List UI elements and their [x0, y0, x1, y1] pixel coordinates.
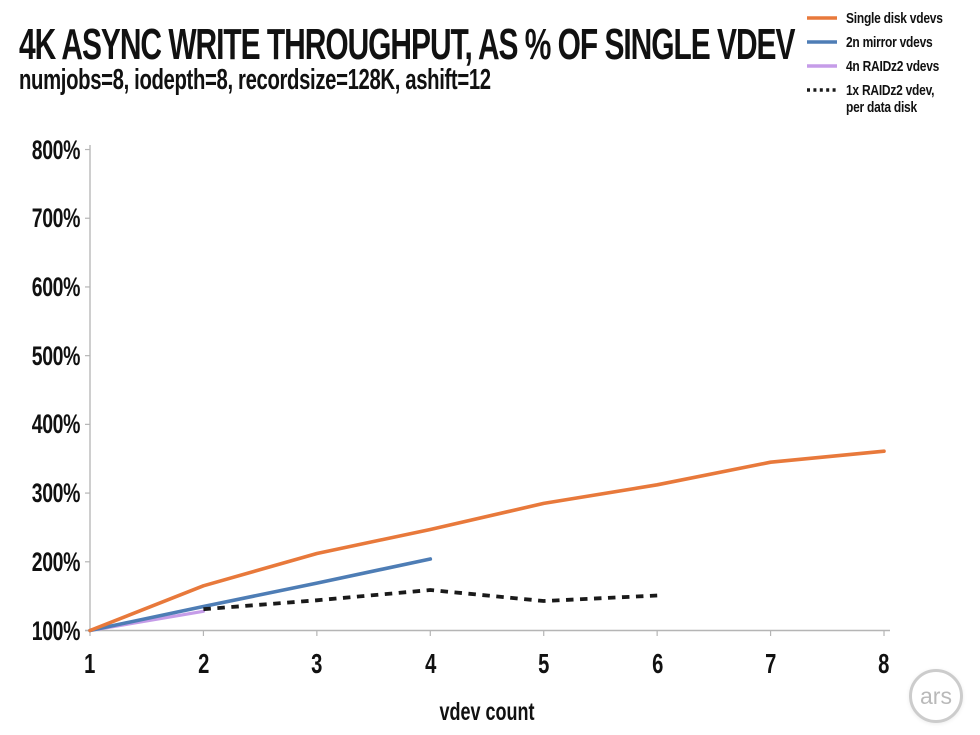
y-tick-label: 200%	[0, 546, 81, 578]
legend-line-icon	[807, 64, 837, 68]
legend-item: 4n RAIDz2 vdevs	[806, 58, 978, 75]
x-tick-label: 6	[627, 648, 687, 680]
chart-title: 4K ASYNC WRITE THROUGHPUT, AS % OF SINGL…	[19, 20, 980, 70]
x-tick-label: 7	[741, 648, 801, 680]
x-tick-label: 2	[173, 648, 233, 680]
chart-subtitle-text: numjobs=8, iodepth=8, recordsize=128K, a…	[19, 64, 491, 96]
y-tick-label-text: 300%	[31, 478, 81, 509]
y-tick-label-text: 600%	[31, 271, 81, 302]
x-tick-label-text: 1	[84, 648, 96, 679]
legend-label: Single disk vdevs	[846, 10, 967, 27]
ars-logo: ars	[909, 669, 963, 723]
x-tick-label: 1	[60, 648, 120, 680]
x-tick-label: 3	[287, 648, 347, 680]
legend-item: 1x RAIDz2 vdev, per data disk	[806, 82, 978, 116]
y-tick-label: 600%	[0, 271, 81, 303]
x-tick-label-text: 8	[878, 648, 890, 679]
y-tick-label-text: 100%	[31, 615, 81, 646]
y-tick-label: 100%	[0, 615, 81, 647]
series-line-single-disk-vdevs	[88, 449, 886, 633]
y-tick-label: 800%	[0, 134, 81, 166]
ars-logo-text: ars	[920, 682, 952, 709]
legend-item: 2n mirror vdevs	[806, 34, 978, 51]
x-tick-label-text: 7	[765, 648, 776, 679]
chart-title-text: 4K ASYNC WRITE THROUGHPUT, AS % OF SINGL…	[19, 20, 795, 69]
y-tick-label-text: 500%	[31, 340, 81, 371]
legend-label: 4n RAIDz2 vdevs	[846, 58, 962, 75]
y-tick-label: 300%	[0, 478, 81, 509]
legend-label: 2n mirror vdevs	[846, 34, 954, 51]
x-axis-title-text: vdev count	[439, 698, 535, 726]
x-axis-title: vdev count	[357, 698, 617, 727]
legend-label-text: Single disk vdevs	[846, 10, 943, 27]
y-tick-label-text: 800%	[31, 134, 81, 165]
y-tick-label-text: 700%	[31, 203, 81, 234]
x-tick-label-text: 3	[311, 648, 323, 679]
legend-label-text: 1x RAIDz2 vdev, per data disk	[846, 82, 935, 116]
legend-label-text: 4n RAIDz2 vdevs	[846, 58, 940, 75]
legend-item: Single disk vdevs	[806, 10, 978, 27]
legend-line-icon	[807, 16, 837, 20]
legend-label: 1x RAIDz2 vdev, per data disk	[846, 82, 978, 116]
y-tick-label-text: 400%	[31, 409, 81, 440]
series-line-2n-mirror-vdevs	[88, 557, 433, 633]
legend-label-text: 2n mirror vdevs	[846, 34, 933, 51]
series-line-1x-raidz2-vdev-per-data-disk	[203, 588, 658, 612]
x-tick-label-text: 4	[424, 648, 436, 679]
y-tick-label: 400%	[0, 409, 81, 440]
x-tick-label-text: 6	[651, 648, 663, 679]
y-tick-label-text: 200%	[31, 546, 81, 577]
legend-dotted-line-icon	[807, 88, 837, 92]
legend-line-icon	[807, 40, 837, 44]
x-tick-label-text: 5	[538, 648, 550, 679]
x-tick-label: 5	[514, 648, 574, 680]
x-tick-label: 8	[854, 648, 914, 680]
chart-subtitle: numjobs=8, iodepth=8, recordsize=128K, a…	[19, 64, 693, 97]
x-tick-label-text: 2	[197, 648, 209, 679]
y-tick-label: 500%	[0, 340, 81, 372]
legend: Single disk vdevs 2n mirror vdevs 4n RAIDz…	[806, 10, 978, 123]
y-tick-label: 700%	[0, 203, 81, 234]
x-tick-label: 4	[400, 648, 460, 680]
